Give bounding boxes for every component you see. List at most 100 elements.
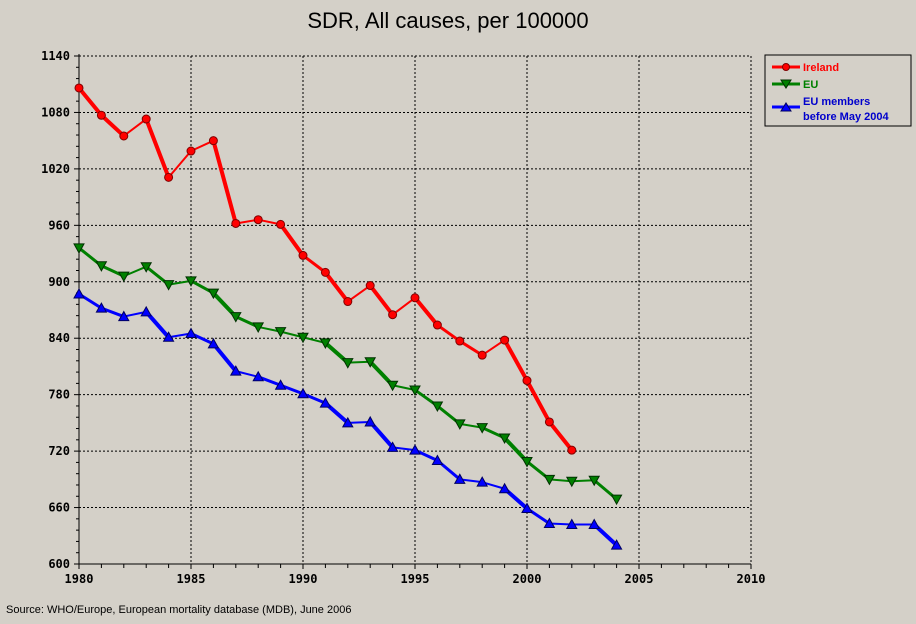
data-point <box>208 136 218 146</box>
legend-marker-eu-before-2004 <box>780 102 792 112</box>
data-point <box>588 518 601 529</box>
data-point <box>341 416 354 428</box>
data-point <box>365 281 375 291</box>
data-point <box>95 261 108 272</box>
data-point <box>455 336 465 346</box>
data-point <box>544 417 554 427</box>
data-point <box>162 331 175 342</box>
data-point <box>364 415 377 427</box>
series-segment <box>346 284 372 303</box>
data-point <box>140 262 153 273</box>
legend-label-eu: EU <box>803 79 818 91</box>
series-segment <box>122 118 148 137</box>
data-point <box>164 172 174 182</box>
series-segment <box>346 360 372 364</box>
x-tick-label: 1990 <box>289 572 318 586</box>
data-point <box>231 218 241 228</box>
series-segment <box>167 150 192 179</box>
data-point <box>521 502 533 513</box>
series-segment <box>323 270 350 304</box>
legend-marker-eu <box>780 79 792 89</box>
series-segment <box>391 446 416 452</box>
series-segment <box>435 323 462 343</box>
series-segment <box>211 138 238 226</box>
data-point <box>297 387 309 399</box>
series-segment <box>77 85 104 118</box>
x-tick-label: 2010 <box>737 572 766 586</box>
data-point <box>431 454 444 466</box>
data-point <box>274 379 287 390</box>
data-point <box>185 327 197 339</box>
data-point <box>117 310 130 322</box>
data-point <box>207 337 220 349</box>
y-tick-label: 780 <box>48 388 70 402</box>
data-point <box>186 146 196 156</box>
data-point <box>73 243 85 254</box>
data-point <box>386 380 399 392</box>
data-point <box>73 287 85 299</box>
data-point <box>207 288 220 300</box>
data-point <box>453 419 466 430</box>
data-point <box>341 358 354 369</box>
series-segment <box>99 113 126 138</box>
legend-item-ireland: Ireland <box>772 62 839 74</box>
legend-label-ireland: Ireland <box>803 62 839 74</box>
x-tick-label: 1995 <box>401 572 430 586</box>
data-point <box>410 293 420 303</box>
y-tick-label: 600 <box>48 557 70 571</box>
data-point <box>297 332 309 344</box>
data-point <box>432 320 442 330</box>
data-point <box>343 297 353 307</box>
data-point <box>276 219 286 229</box>
series-segment <box>278 222 305 258</box>
data-point <box>498 482 511 494</box>
y-tick-label: 1020 <box>41 162 70 176</box>
series-eu <box>73 243 623 506</box>
data-point <box>388 310 398 320</box>
data-point <box>229 312 242 323</box>
series-segment <box>144 117 171 180</box>
data-point <box>95 302 108 313</box>
data-point <box>610 494 623 506</box>
series-segment <box>391 296 416 316</box>
data-point <box>386 441 399 452</box>
data-point <box>96 110 106 120</box>
series-segment <box>525 378 552 424</box>
y-tick-label: 900 <box>48 275 70 289</box>
series-segment <box>570 479 596 483</box>
data-point <box>274 327 287 338</box>
y-tick-label: 1080 <box>41 105 70 119</box>
data-point <box>117 271 130 283</box>
y-tick-label: 960 <box>48 218 70 232</box>
data-point <box>229 365 242 376</box>
data-point <box>610 539 623 550</box>
data-point <box>498 433 511 444</box>
data-point <box>253 215 263 225</box>
y-tick-label: 660 <box>48 501 70 515</box>
series-segment <box>502 338 529 383</box>
data-point <box>431 401 444 412</box>
series-eu-members-before-may-2004 <box>73 287 623 550</box>
series-segment <box>458 478 484 484</box>
data-point <box>319 338 332 349</box>
data-point <box>409 385 421 396</box>
data-point <box>500 335 510 345</box>
series-segment <box>458 422 484 429</box>
legend-label-eu-before-2004-line1: EU members <box>803 96 870 108</box>
data-point <box>453 473 466 484</box>
data-point <box>476 423 489 434</box>
data-point <box>319 397 332 408</box>
data-point <box>588 475 601 487</box>
series-layer <box>73 83 623 550</box>
data-point <box>567 445 577 455</box>
x-tick-label: 2000 <box>513 572 542 586</box>
data-point <box>74 83 84 93</box>
series-segment <box>167 279 192 286</box>
data-point <box>364 357 377 368</box>
y-tick-label: 1140 <box>41 49 70 63</box>
series-segment <box>413 295 440 328</box>
data-point <box>521 456 533 468</box>
legend-label-eu-before-2004-line2: before May 2004 <box>803 111 889 123</box>
series-segment <box>368 283 395 317</box>
